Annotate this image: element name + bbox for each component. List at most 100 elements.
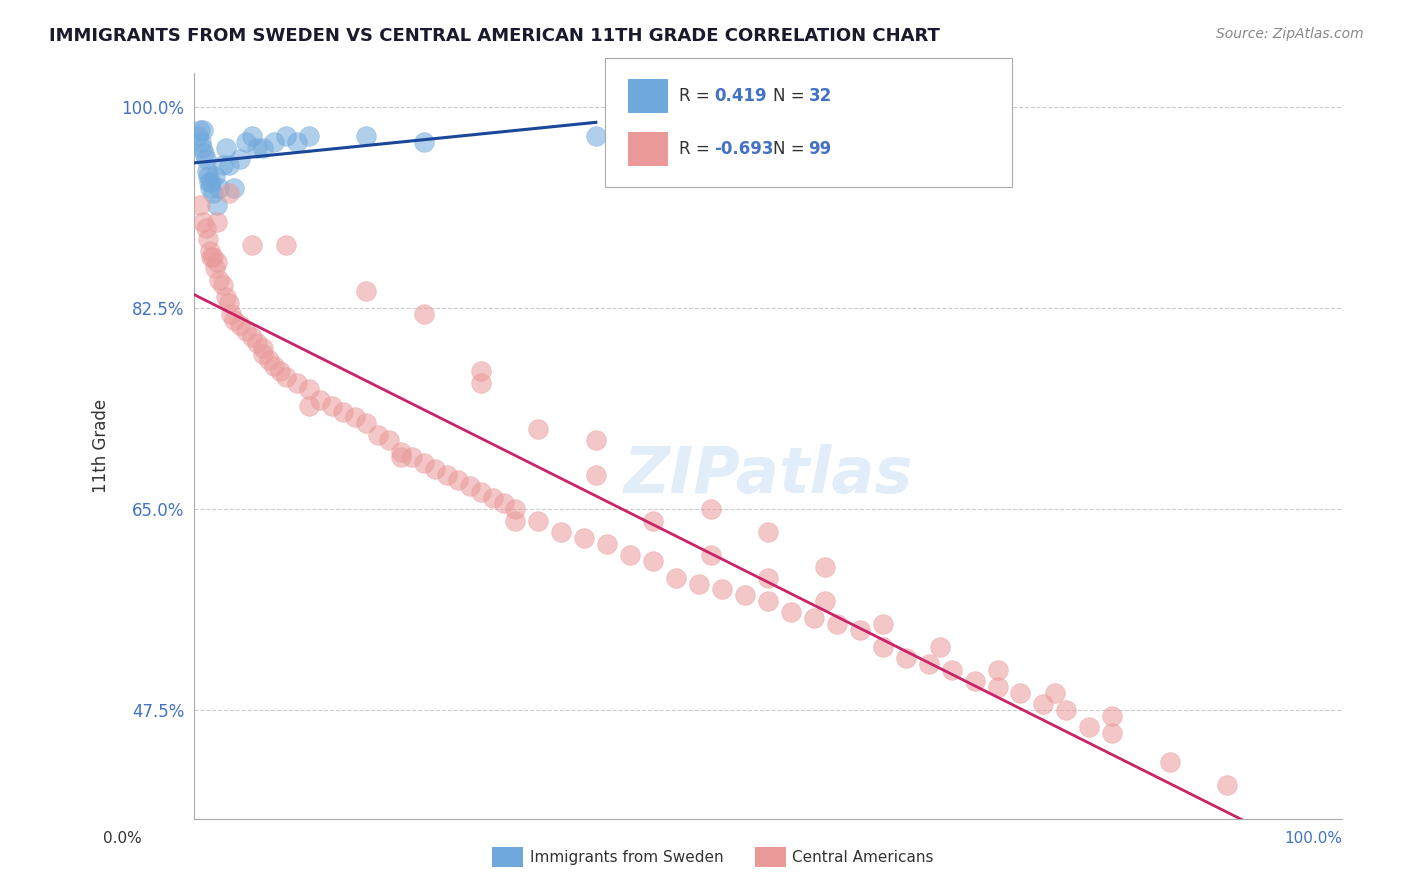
Text: N =: N = [773,140,810,158]
Point [252,347,274,361]
Point [204,261,226,276]
Point [585,129,607,144]
Point [1043,686,1066,700]
Text: 99: 99 [808,140,832,158]
Point [193,146,215,161]
Point [204,169,226,184]
Point [527,422,550,436]
Point [643,554,665,568]
Point [756,571,779,585]
Point [287,135,309,149]
Point [756,594,779,608]
Point [814,594,837,608]
Point [252,140,274,154]
Text: R =: R = [679,140,716,158]
Point [274,370,297,384]
Point [190,135,212,149]
Text: 0.0%: 0.0% [103,831,142,846]
Point [235,135,257,149]
Point [263,359,285,373]
Point [986,680,1008,694]
Point [240,330,263,344]
Point [425,462,447,476]
Point [470,484,492,499]
Point [212,278,235,293]
Point [194,221,217,235]
Point [205,215,228,229]
Point [205,255,228,269]
Point [224,180,246,194]
Point [298,129,321,144]
Point [643,514,665,528]
Point [252,342,274,356]
Point [343,410,366,425]
Point [257,352,280,367]
Point [240,238,263,252]
Point [458,479,481,493]
Point [229,318,252,333]
Point [389,450,412,465]
Point [734,588,756,602]
Point [200,250,222,264]
Point [872,616,894,631]
Text: IMMIGRANTS FROM SWEDEN VS CENTRAL AMERICAN 11TH GRADE CORRELATION CHART: IMMIGRANTS FROM SWEDEN VS CENTRAL AMERIC… [49,27,941,45]
Point [287,376,309,390]
Point [367,427,389,442]
Text: -0.693: -0.693 [714,140,773,158]
Point [585,434,607,448]
Point [188,198,211,212]
Point [1101,708,1123,723]
Point [356,129,378,144]
Point [814,559,837,574]
Point [193,215,215,229]
Point [191,140,214,154]
Point [1032,698,1054,712]
Point [194,152,217,166]
Point [229,152,252,166]
Point [412,135,434,149]
Text: 0.419: 0.419 [714,87,766,105]
Point [929,640,952,654]
Point [298,382,321,396]
Point [872,640,894,654]
Point [224,312,246,326]
Point [309,393,332,408]
Point [492,496,515,510]
Point [963,674,986,689]
Point [688,576,710,591]
Y-axis label: 11th Grade: 11th Grade [93,399,110,493]
Text: Immigrants from Sweden: Immigrants from Sweden [530,850,724,864]
Point [389,444,412,458]
Point [585,467,607,482]
Point [197,232,219,246]
Point [619,548,641,562]
Point [849,623,872,637]
Point [1216,778,1239,792]
Point [215,140,238,154]
Point [803,611,825,625]
Point [201,186,224,201]
Point [195,163,218,178]
Point [187,129,209,144]
Point [274,238,297,252]
Point [218,186,240,201]
Point [401,450,423,465]
Point [356,284,378,298]
Point [298,399,321,413]
Point [193,123,215,137]
Point [436,467,458,482]
Point [470,364,492,378]
Point [263,135,285,149]
Point [201,250,224,264]
Point [246,140,269,154]
Point [200,244,222,258]
Point [1101,726,1123,740]
Point [481,491,503,505]
Text: 100.0%: 100.0% [1285,831,1343,846]
Point [550,525,572,540]
Point [208,272,231,286]
Point [711,582,734,597]
Point [941,663,963,677]
Point [412,307,434,321]
Text: Source: ZipAtlas.com: Source: ZipAtlas.com [1216,27,1364,41]
